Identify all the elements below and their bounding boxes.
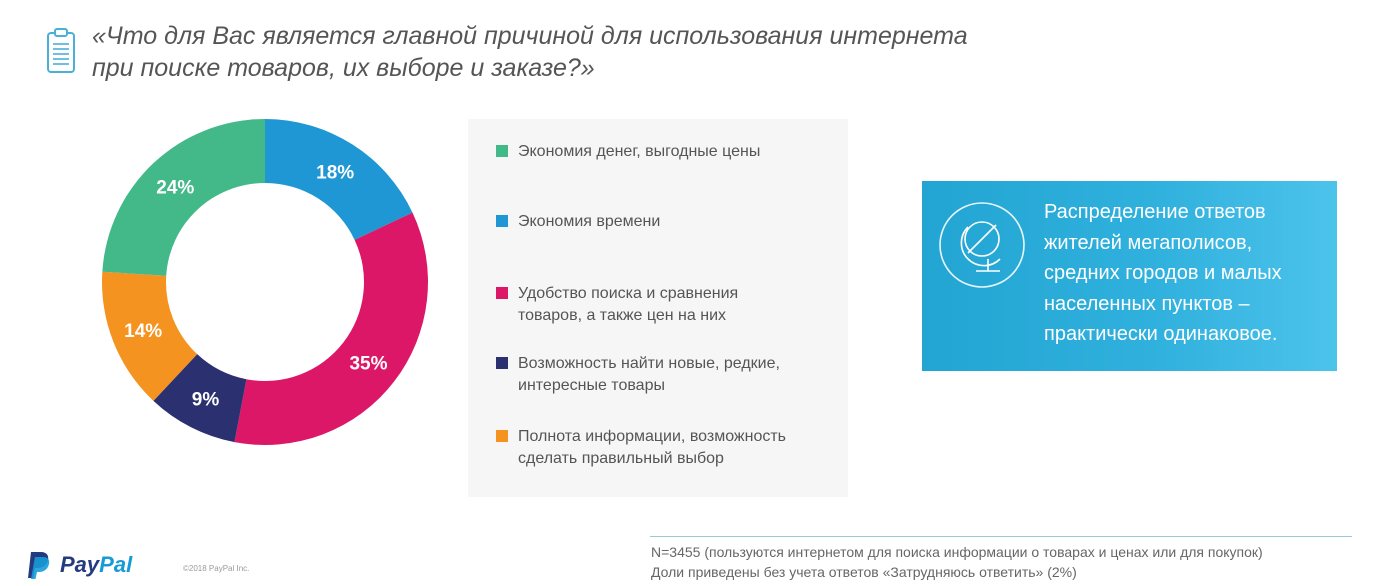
clipboard-icon: [47, 28, 75, 73]
legend-panel: Экономия денег, выгодные цены Экономия вр…: [468, 119, 848, 497]
info-text-line-1: жителей мегаполисов,: [1044, 231, 1253, 254]
legend-item-0: Экономия денег, выгодные цены: [496, 141, 836, 163]
logo-pay: Pay: [60, 552, 100, 577]
legend-item-2: Удобство поиска и сравнения товаров, а та…: [496, 283, 836, 327]
legend-swatch-0: [496, 145, 508, 157]
donut-slice-1: [234, 212, 428, 445]
legend-label-line-1-0: Экономия времени: [518, 213, 661, 230]
legend-label-line-3-1: интересные товары: [518, 377, 665, 394]
donut-slice-label-4: 24%: [156, 178, 194, 199]
donut-slice-label-3: 14%: [124, 321, 162, 342]
donut-slice-label-0: 18%: [316, 162, 354, 183]
legend-label-line-0-0: Экономия денег, выгодные цены: [518, 143, 761, 160]
donut-slice-label-2: 9%: [192, 390, 220, 411]
legend-label-1: Экономия времени: [518, 211, 660, 233]
info-text: Распределение ответов жителей мегаполисов…: [1044, 197, 1329, 350]
info-text-line-2: средних городов и малых: [1044, 262, 1282, 284]
donut-slice-4: [102, 119, 265, 276]
donut-slice-0: [265, 119, 413, 240]
footnote-divider: [650, 536, 1352, 537]
info-text-line-4: практически одинаковое.: [1044, 323, 1278, 345]
legend-swatch-3: [496, 357, 508, 369]
globe-icon: [939, 202, 1025, 288]
legend-label-line-2-1: товаров, а также цен на них: [518, 307, 727, 324]
legend-item-4: Полнота информации, возможность сделать п…: [496, 426, 836, 470]
info-box: Распределение ответов жителей мегаполисов…: [922, 181, 1337, 371]
legend-item-1: Экономия времени: [496, 211, 836, 233]
legend-label-line-2-0: Удобство поиска и сравнения: [518, 285, 739, 302]
legend-label-4: Полнота информации, возможность сделать п…: [518, 426, 786, 470]
footnote-line-1: N=3455 (пользуются интернетом для поиска…: [651, 544, 1263, 560]
chart-title-line-1: «Что для Вас является главной причиной д…: [92, 22, 968, 50]
chart-title: «Что для Вас является главной причиной д…: [92, 20, 1052, 84]
footnote: N=3455 (пользуются интернетом для поиска…: [651, 542, 1371, 582]
logo-pal: Pal: [99, 552, 133, 577]
donut-slice-2: [153, 354, 247, 443]
legend-label-3: Возможность найти новые, редкие, интересн…: [518, 353, 780, 397]
chart-title-line-2: при поиске товаров, их выборе и заказе?»: [92, 54, 595, 82]
footnote-line-2: Доли приведены без учета ответов «Затруд…: [651, 564, 1077, 580]
paypal-logo-icon: [28, 552, 50, 579]
legend-label-line-4-0: Полнота информации, возможность: [518, 428, 787, 445]
legend-label-line-4-1: сделать правильный выбор: [518, 450, 724, 467]
legend-label-2: Удобство поиска и сравнения товаров, а та…: [518, 283, 738, 327]
paypal-logo[interactable]: PayPal: [26, 550, 132, 580]
info-text-line-3: населенных пунктов –: [1044, 292, 1250, 315]
legend-swatch-1: [496, 215, 508, 227]
legend-label-0: Экономия денег, выгодные цены: [518, 141, 760, 163]
donut-slice-3: [102, 271, 198, 401]
copyright: ©2018 PayPal Inc.: [183, 564, 250, 573]
legend-swatch-4: [496, 430, 508, 442]
legend-label-line-3-0: Возможность найти новые, редкие,: [518, 355, 780, 372]
legend-swatch-2: [496, 287, 508, 299]
paypal-logo-text: PayPal: [60, 552, 132, 578]
info-text-line-0: Распределение ответов: [1044, 201, 1266, 223]
legend-item-3: Возможность найти новые, редкие, интересн…: [496, 353, 836, 397]
donut-slice-label-1: 35%: [349, 353, 387, 374]
